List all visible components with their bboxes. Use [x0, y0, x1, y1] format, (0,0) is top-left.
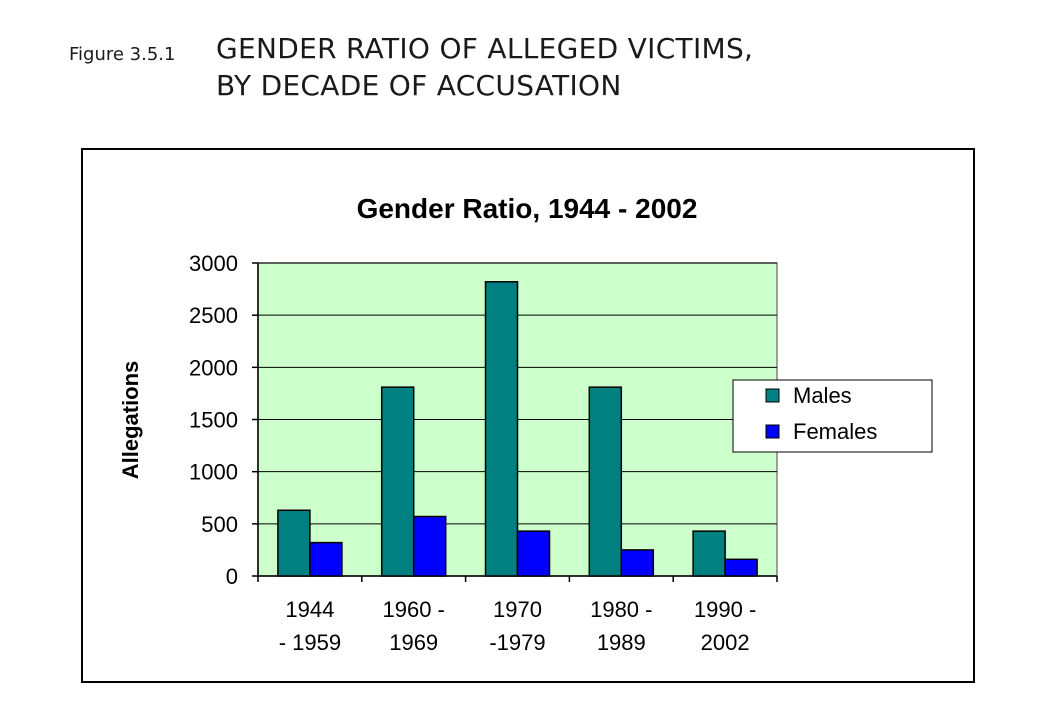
- legend-swatch-females: [765, 424, 780, 439]
- y-tick-label: 2000: [189, 355, 238, 380]
- figure-title-line-2: BY DECADE OF ACCUSATION: [216, 69, 622, 102]
- legend-label-males: Males: [793, 383, 852, 408]
- legend: Males Females: [732, 379, 933, 453]
- x-tick-label: 1960 -: [383, 597, 445, 622]
- x-tick-label: 1969: [389, 630, 438, 655]
- figure-title: GENDER RATIO OF ALLEGED VICTIMS, BY DECA…: [216, 30, 753, 104]
- y-tick-label: 1500: [189, 408, 238, 433]
- x-tick-label: 1989: [597, 630, 646, 655]
- bar-females-2: [412, 515, 447, 577]
- x-tick-label: -1979: [489, 630, 545, 655]
- x-tick-label: 1970: [493, 597, 542, 622]
- bar-males-5: [692, 530, 726, 577]
- chart-title: Gender Ratio, 1944 - 2002: [357, 193, 698, 224]
- bar-males-1: [277, 509, 311, 577]
- plot-area: 0 500 1000 1500 2000 2500 3000 1944 - 1959 1960 -…: [189, 251, 778, 655]
- bar-males-2: [380, 386, 415, 577]
- bar-females-1: [309, 541, 343, 577]
- x-tick-label: 1980 -: [590, 597, 652, 622]
- bar-females-4: [620, 549, 655, 577]
- legend-swatch-males: [765, 388, 780, 403]
- figure-title-line-1: GENDER RATIO OF ALLEGED VICTIMS,: [216, 32, 754, 65]
- x-tick-label: 1990 -: [694, 597, 756, 622]
- y-tick-label: 3000: [189, 251, 238, 276]
- bar-males-3: [484, 281, 519, 577]
- y-tick-label: 500: [201, 512, 238, 537]
- bar-females-5: [724, 558, 758, 577]
- y-axis-label: Allegations: [118, 361, 143, 480]
- bar-females-3: [516, 530, 551, 577]
- x-tick-label: - 1959: [279, 630, 341, 655]
- legend-label-females: Females: [793, 419, 877, 444]
- x-tick-label: 1944: [285, 597, 334, 622]
- y-tick-label: 2500: [189, 303, 238, 328]
- x-tick-label: 2002: [701, 630, 750, 655]
- y-tick-label: 0: [226, 564, 238, 589]
- bar-males-4: [588, 386, 623, 577]
- figure-label: Figure 3.5.1: [69, 44, 176, 65]
- y-tick-label: 1000: [189, 460, 238, 485]
- chart-frame: [81, 148, 975, 683]
